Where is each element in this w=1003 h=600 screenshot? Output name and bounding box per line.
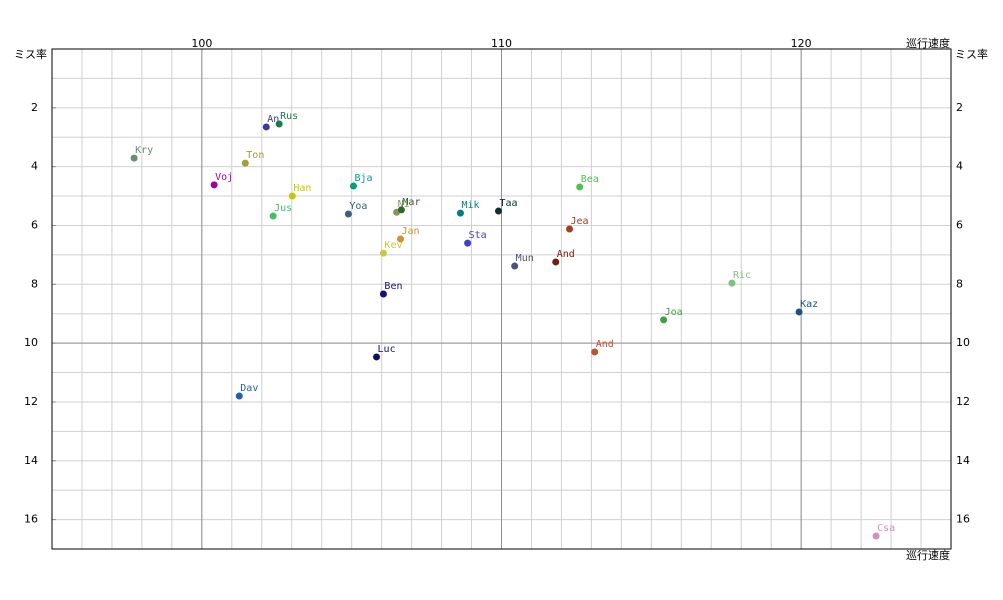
pt-label: Rus xyxy=(280,111,298,122)
point xyxy=(397,206,405,214)
point xyxy=(288,192,296,200)
point xyxy=(552,258,560,266)
pt-label: Luc xyxy=(378,344,396,355)
pt-label: Ni xyxy=(398,199,410,210)
y-tick-label: 12 xyxy=(24,395,38,408)
y-tick-label: 4 xyxy=(956,160,963,173)
point xyxy=(456,209,464,217)
y-axis-label-left: ミス率 xyxy=(14,47,47,61)
pt-label: Jan xyxy=(402,226,420,237)
point xyxy=(495,207,503,215)
x-tick-label: 120 xyxy=(791,37,812,50)
point xyxy=(262,123,270,131)
pt-label: An xyxy=(267,114,279,125)
y-tick-label: 8 xyxy=(956,277,963,290)
y-tick-label: 16 xyxy=(956,513,970,526)
point xyxy=(269,212,277,220)
pt-label: Ric xyxy=(733,270,751,281)
point xyxy=(511,262,519,270)
pt-label: Voj xyxy=(215,172,233,183)
pt-label: Ton xyxy=(246,150,264,161)
point xyxy=(373,353,381,361)
x-tick-label: 110 xyxy=(491,37,512,50)
pt-label: Ben xyxy=(384,281,402,292)
pt-label: Kry xyxy=(135,145,153,156)
x-axis-label-bottom: 巡行速度 xyxy=(906,548,950,562)
pt-label: Csa xyxy=(877,523,895,534)
plot-border xyxy=(51,48,952,550)
x-axis-label-top: 巡行速度 xyxy=(906,36,950,50)
pt-label: Jus xyxy=(274,203,292,214)
x-tick-label: 100 xyxy=(191,37,212,50)
point xyxy=(795,308,803,316)
y-axis-label-right: ミス率 xyxy=(955,47,988,61)
y-tick-label: 16 xyxy=(24,513,38,526)
point xyxy=(379,290,387,298)
point xyxy=(235,392,243,400)
point xyxy=(241,159,249,167)
pt-label: Kaz xyxy=(800,299,818,310)
point xyxy=(464,239,472,247)
point xyxy=(660,316,668,324)
y-tick-label: 2 xyxy=(31,101,38,114)
pt-label: Mar xyxy=(402,197,420,208)
pt-label: Dav xyxy=(240,383,258,394)
y-tick-label: 10 xyxy=(24,336,38,349)
point xyxy=(210,181,218,189)
pt-label: Mun xyxy=(516,253,534,264)
point xyxy=(576,183,584,191)
point xyxy=(344,210,352,218)
pt-label: Sta xyxy=(469,230,487,241)
point xyxy=(275,120,283,128)
y-tick-label: 2 xyxy=(956,101,963,114)
pt-label: Bja xyxy=(354,173,372,184)
y-tick-label: 8 xyxy=(31,277,38,290)
point xyxy=(728,279,736,287)
pt-label: Joa xyxy=(665,307,683,318)
point xyxy=(397,235,405,243)
point xyxy=(566,225,574,233)
y-tick-label: 4 xyxy=(31,160,38,173)
pt-label: Yoa xyxy=(349,201,367,212)
y-tick-label: 14 xyxy=(956,454,970,467)
point xyxy=(591,348,599,356)
y-tick-label: 6 xyxy=(31,218,38,231)
point xyxy=(130,154,138,162)
y-tick-label: 6 xyxy=(956,218,963,231)
point xyxy=(349,182,357,190)
pt-label: Bea xyxy=(581,174,599,185)
pt-label: Mik xyxy=(461,200,479,211)
pt-label: Jea xyxy=(571,216,589,227)
y-tick-label: 12 xyxy=(956,395,970,408)
y-tick-label: 14 xyxy=(24,454,38,467)
pt-label: And xyxy=(557,249,575,260)
pt-label: And xyxy=(596,339,614,350)
pt-label: Han xyxy=(293,183,311,194)
pt-label: Taa xyxy=(500,198,518,209)
point xyxy=(379,249,387,257)
y-tick-label: 10 xyxy=(956,336,970,349)
pt-label: Kev xyxy=(384,240,402,251)
point xyxy=(872,532,880,540)
